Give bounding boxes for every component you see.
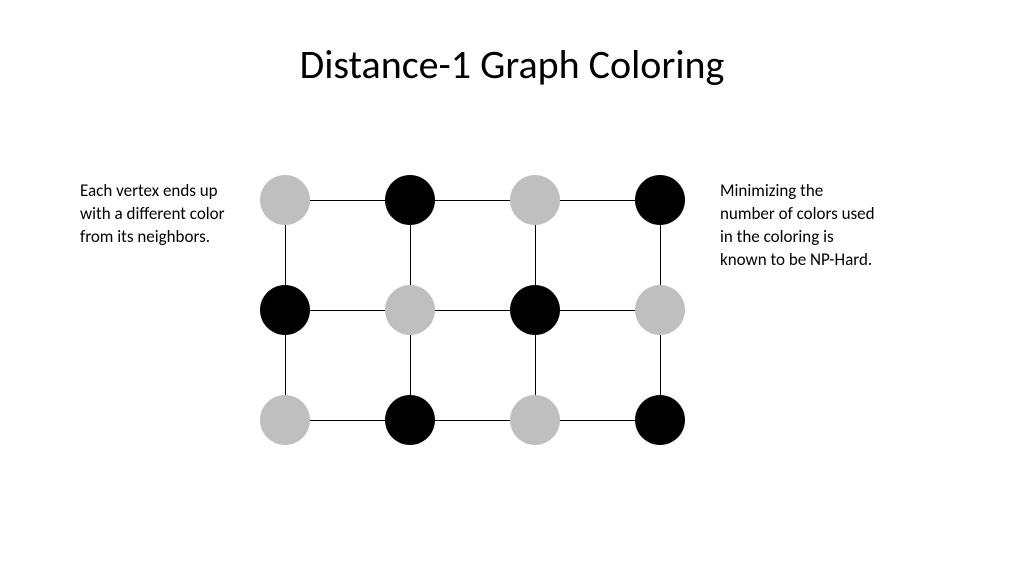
graph-node [635, 175, 685, 225]
graph-node [385, 395, 435, 445]
page-title: Distance-1 Graph Coloring [0, 40, 1024, 89]
graph-node [385, 175, 435, 225]
graph-node [635, 285, 685, 335]
graph-node [385, 285, 435, 335]
graph-node [635, 395, 685, 445]
graph-node [260, 395, 310, 445]
graph-node [260, 285, 310, 335]
graph-node [510, 395, 560, 445]
graph-diagram [255, 170, 675, 450]
right-caption: Minimizing the number of colors used in … [720, 180, 880, 272]
graph-node [260, 175, 310, 225]
graph-node [510, 175, 560, 225]
left-caption: Each vertex ends up with a different col… [80, 180, 230, 249]
graph-node [510, 285, 560, 335]
